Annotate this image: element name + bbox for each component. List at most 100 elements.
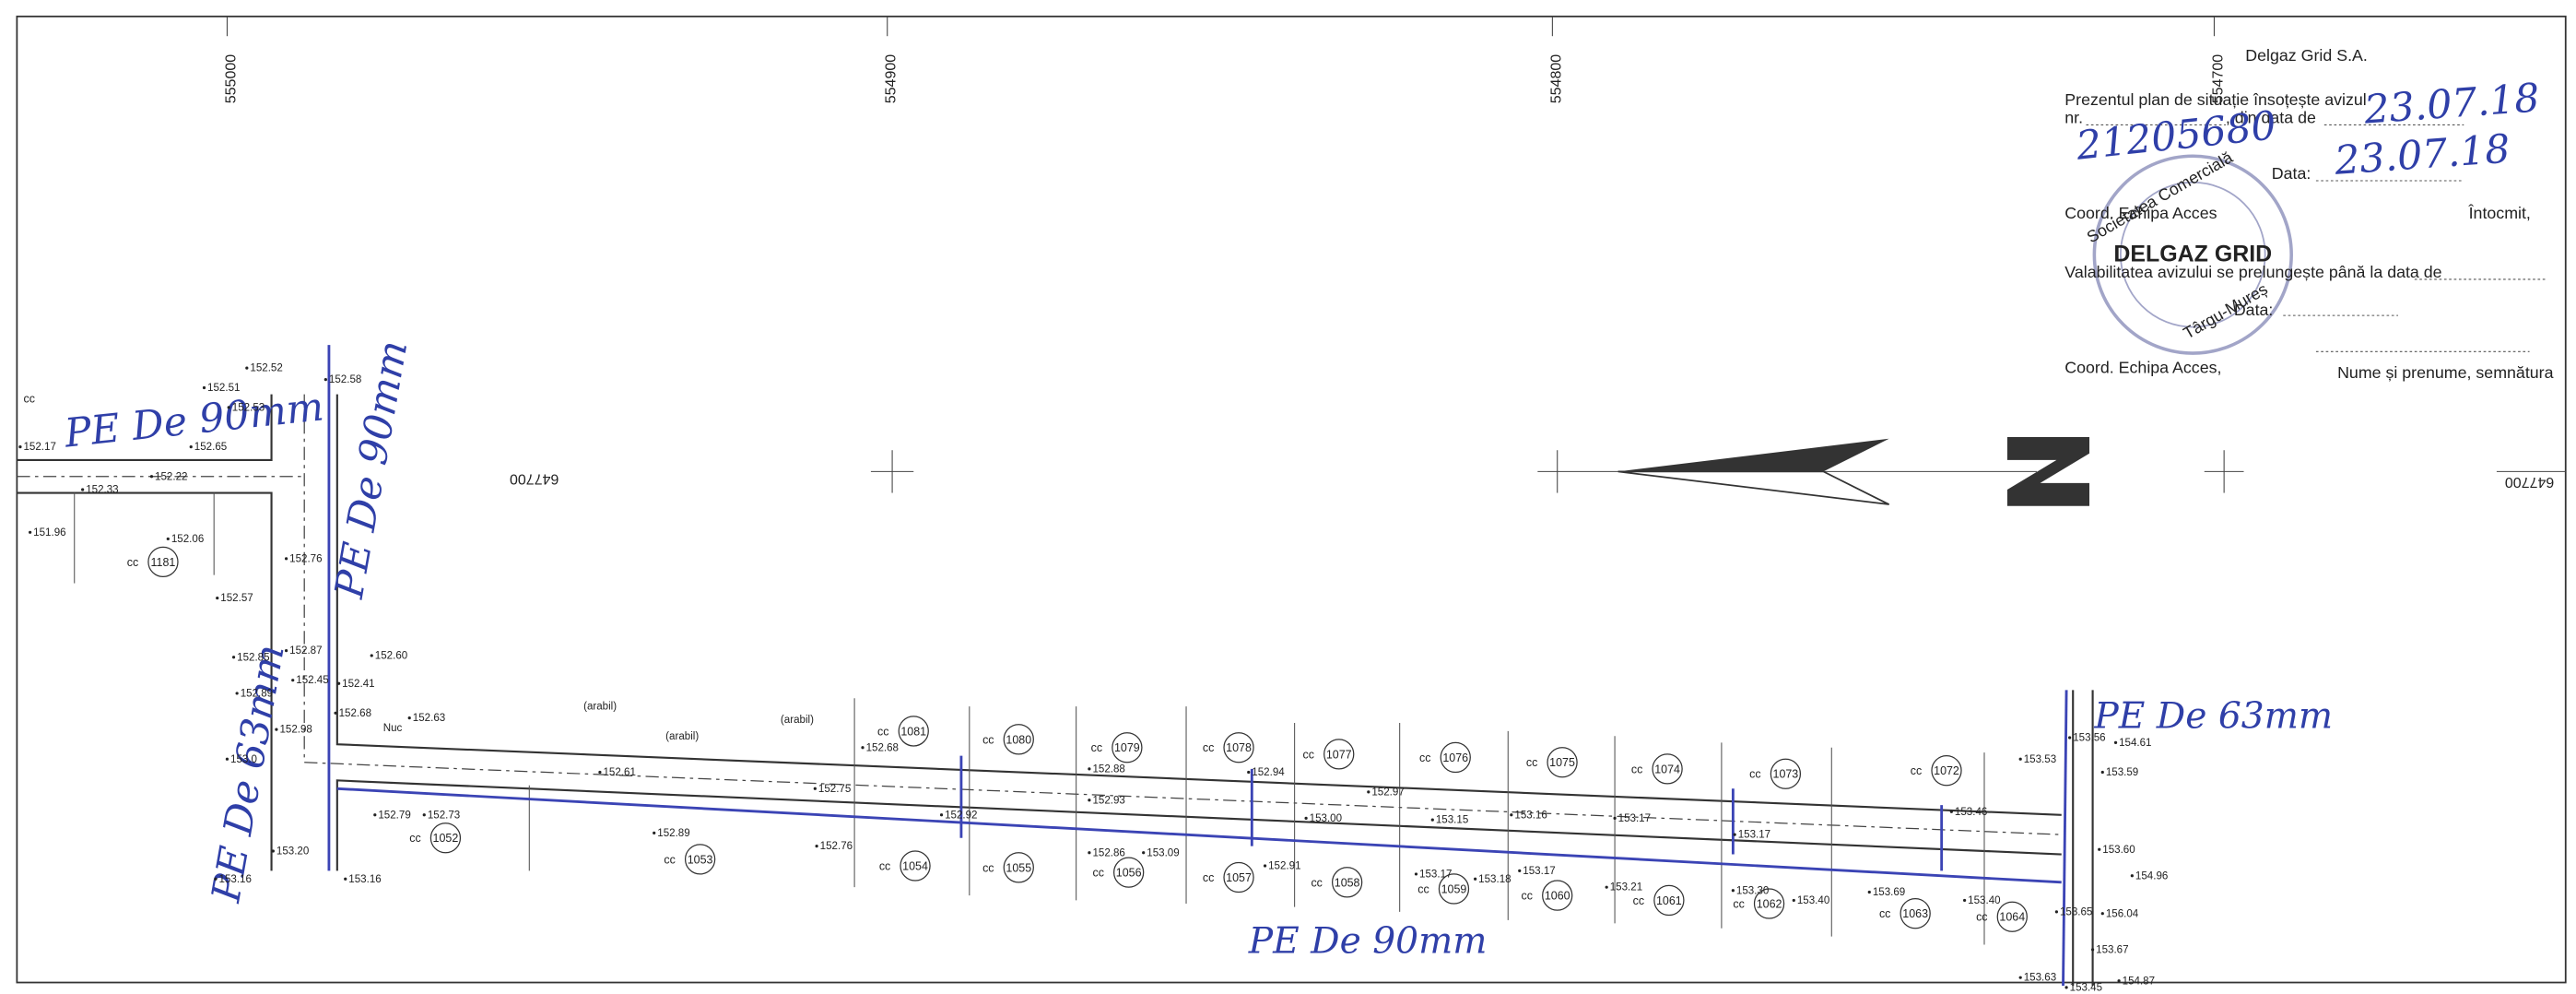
header-text: Coord. Echipa Acces [2064, 204, 2217, 222]
elevation-point [1963, 898, 1967, 903]
land-use: cc [1976, 911, 1987, 924]
elevation: 153.65 [2060, 906, 2092, 917]
signature-lines [2086, 124, 2547, 352]
elevation: 152.85 [237, 652, 269, 663]
elevation: 153.18 [1478, 874, 1511, 885]
parcel-number: 1064 [1999, 911, 2025, 924]
header-text: Coord. Echipa Acces, [2064, 358, 2221, 376]
pipe-label: PE De 63mm [2093, 695, 2333, 737]
elevation-point [225, 757, 229, 761]
elevation-point [81, 488, 85, 491]
parcel-circle [1440, 741, 1471, 774]
parcel-number: 1061 [1656, 894, 1682, 907]
parcel-number: 1059 [1441, 882, 1467, 895]
parcel-number: 1055 [1006, 861, 1031, 874]
pipe-label: PE De 90mm [1248, 920, 1488, 962]
elevation: 153.16 [348, 874, 381, 885]
land-use: cc [664, 853, 675, 866]
elevation-point [370, 654, 373, 657]
elevation: 153.56 [2073, 733, 2105, 744]
elevation: 152.75 [818, 784, 851, 795]
elevation: 152.88 [1092, 763, 1124, 775]
elevation-point [373, 813, 377, 817]
parcel-circle [1112, 732, 1143, 763]
elevation-point [284, 557, 288, 561]
parcel-circle [1113, 857, 1145, 888]
parcel-circle [1323, 739, 1355, 770]
parcel-number: 1058 [1335, 876, 1360, 889]
parcel-number: 1062 [1757, 897, 1782, 910]
elevation-point [2117, 979, 2121, 983]
elevation-point [149, 475, 154, 479]
field-label: Nuc [383, 723, 403, 734]
land-use: cc [24, 393, 35, 406]
elevation: 152.89 [241, 688, 273, 699]
elevation-point [166, 537, 170, 541]
parcel-circle [429, 822, 462, 854]
elevation: 153.17 [1618, 813, 1651, 824]
elevation: 153.67 [2096, 944, 2128, 955]
land-use: cc [1879, 907, 1890, 920]
parcel-circle [1438, 873, 1470, 905]
land-use: cc [877, 725, 888, 738]
elevation: 153.46 [1955, 807, 1987, 818]
elevation-point [216, 596, 219, 600]
handwriting: 23.07.18 [2362, 75, 2541, 133]
elevation: 152.68 [339, 708, 371, 719]
elevation-point [323, 377, 327, 382]
parcel-circle [1223, 861, 1254, 893]
elevation-point [598, 770, 602, 775]
land-use: cc [1419, 751, 1430, 764]
stamp-text: DELGAZ GRID [2113, 241, 2272, 266]
field-label: (arabil) [781, 715, 814, 726]
elevation-point [271, 849, 275, 853]
elevation-point [1088, 799, 1091, 802]
elevation: 152.58 [329, 374, 361, 385]
frame [16, 15, 2567, 984]
elevation: 153.30 [1736, 885, 1769, 896]
elevation-point [227, 406, 230, 409]
elevation-point [1263, 864, 1267, 868]
elevation-point [1142, 851, 1146, 855]
elevation: 152.45 [296, 675, 328, 686]
parcel-number: 1078 [1226, 741, 1252, 754]
land-use: cc [1417, 882, 1429, 895]
header-text: Data: [2234, 301, 2274, 319]
elevation-point [1414, 872, 1418, 876]
elevation: 154.87 [2123, 976, 2155, 987]
parcel-circle [898, 716, 929, 747]
elevation-point [334, 711, 337, 715]
elevation-point [1518, 869, 1522, 872]
elevation-point [1867, 890, 1871, 894]
elevation: 152.92 [945, 810, 977, 821]
land-use: cc [1733, 897, 1744, 910]
land-use: cc [1092, 867, 1103, 880]
elevation-point [189, 445, 193, 449]
field-label: (arabil) [583, 702, 617, 713]
land-use: cc [1091, 741, 1102, 754]
elevation: 152.86 [1092, 847, 1124, 858]
elevation-point [2018, 976, 2022, 979]
parcel-circle [1003, 852, 1034, 883]
elevation: 152.60 [375, 651, 407, 662]
elevation-point [2018, 757, 2022, 761]
parcel-circle [1931, 755, 1962, 787]
land-use: cc [982, 861, 994, 874]
elevation: 153.45 [2070, 982, 2102, 993]
parcel-number: 1060 [1545, 890, 1570, 903]
elevation: 154.61 [2119, 738, 2151, 749]
handwriting: 23.07.18 [2333, 126, 2511, 184]
parcel-number: 1054 [902, 859, 928, 872]
grid-label: 554800 [1547, 54, 1564, 104]
parcel-circle [147, 546, 179, 578]
elevation-point [1792, 898, 1795, 903]
elevation: 153.0 [230, 754, 257, 765]
elevation-point [2054, 910, 2058, 914]
land-use: cc [1303, 748, 1314, 761]
elevation-point [2068, 736, 2072, 740]
elevation: 153.00 [1310, 813, 1342, 824]
elevation: 152.89 [657, 828, 689, 839]
elevation-point [861, 746, 865, 750]
elevation: 153.17 [1523, 866, 1555, 877]
parcel-circle [1223, 732, 1254, 763]
